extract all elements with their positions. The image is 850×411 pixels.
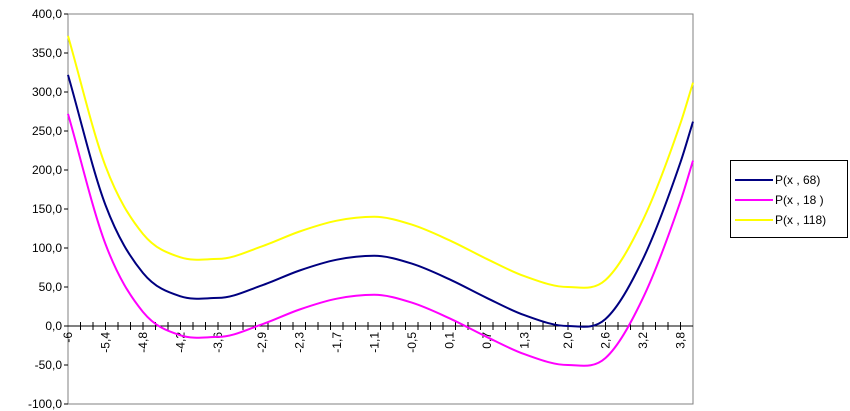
y-tick-label: 250,0 [32, 124, 62, 138]
x-tick-label: 1,3 [517, 332, 531, 349]
y-tick-label: 0,0 [45, 319, 62, 333]
series-line-1 [67, 113, 694, 367]
y-tick-label: 50,0 [39, 280, 63, 294]
legend-item-2: P(x , 118) [735, 211, 826, 229]
legend-item-0: P(x , 68) [735, 171, 820, 189]
y-tick-label: 150,0 [32, 202, 62, 216]
x-tick-label: -1,1 [367, 332, 381, 353]
legend-swatch-1 [735, 199, 773, 201]
y-tick-label: 400,0 [32, 7, 62, 21]
legend-item-1: P(x , 18 ) [735, 191, 824, 209]
legend-label-0: P(x , 68) [775, 173, 821, 187]
y-tick-label: 300,0 [32, 85, 62, 99]
x-tick-label: -6 [61, 332, 75, 343]
y-tick-label: 100,0 [32, 241, 62, 255]
x-tick-label: 2,0 [561, 332, 575, 349]
y-tick-label: 350,0 [32, 46, 62, 60]
x-tick-label: -0,5 [405, 332, 419, 353]
legend: P(x , 68) P(x , 18 ) P(x , 118) [730, 160, 848, 238]
x-tick-label: 3,2 [636, 332, 650, 349]
legend-swatch-0 [735, 179, 773, 181]
x-tick-label: -5,4 [99, 332, 113, 353]
series-line-2 [67, 35, 694, 289]
x-tick-label: -3,6 [211, 332, 225, 353]
legend-swatch-2 [735, 219, 773, 221]
x-tick-label: -1,7 [330, 332, 344, 353]
y-tick-label: -50,0 [35, 358, 63, 372]
x-tick-label: -4,8 [136, 332, 150, 353]
series-line-0 [67, 74, 694, 328]
x-tick-label: 3,8 [674, 332, 688, 349]
series-lines [67, 35, 694, 367]
legend-label-2: P(x , 118) [775, 213, 827, 227]
y-tick-label: 200,0 [32, 163, 62, 177]
plot-area [67, 13, 694, 405]
legend-label-1: P(x , 18 ) [775, 193, 824, 207]
y-axis: -100,0 -50,0 0,0 50,0 100,0 150,0 200,0 250,0 30… [28, 7, 68, 411]
x-tick-label: 0,1 [442, 332, 456, 349]
x-tick-label: -2,3 [292, 332, 306, 353]
x-tick-label: 2,6 [599, 332, 613, 349]
x-axis: -6 -5,4 -4,8 -4,2 -3,6 -2,9 -2,3 -1,7 -1,1 -0,5 0,… [61, 322, 693, 353]
y-tick-label: -100,0 [28, 397, 62, 411]
x-tick-label: -2,9 [255, 332, 269, 353]
